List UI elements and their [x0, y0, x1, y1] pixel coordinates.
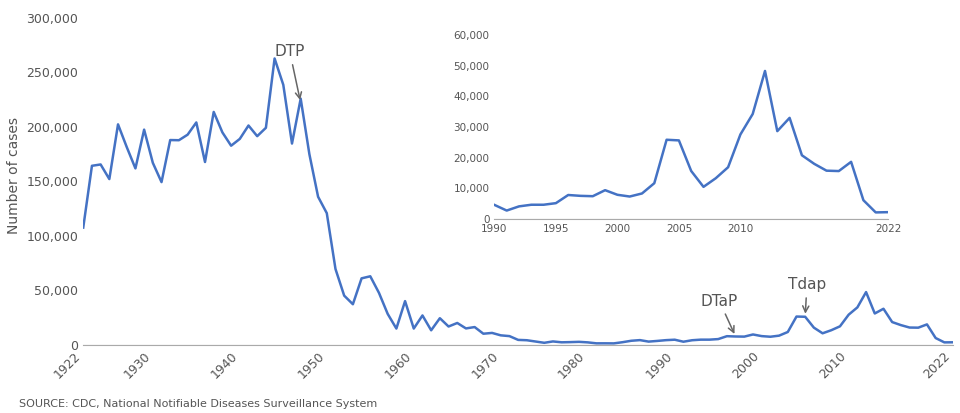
Text: DTP: DTP	[275, 44, 305, 98]
Text: DTaP: DTaP	[701, 294, 738, 332]
Text: SOURCE: CDC, National Notifiable Diseases Surveillance System: SOURCE: CDC, National Notifiable Disease…	[19, 399, 377, 409]
Y-axis label: Number of cases: Number of cases	[7, 117, 21, 234]
Text: Tdap: Tdap	[788, 278, 826, 312]
